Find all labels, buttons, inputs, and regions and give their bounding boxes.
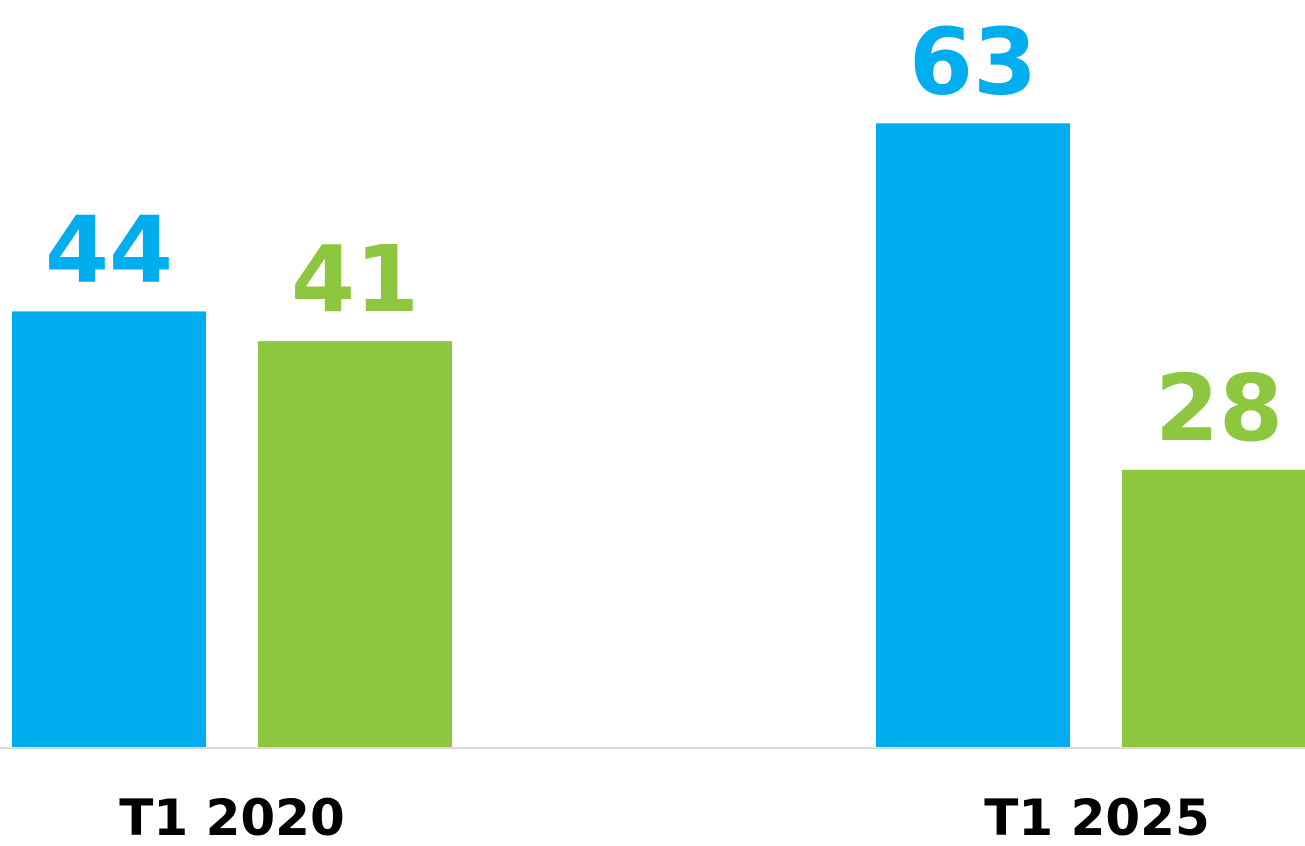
bar-1-2 [258,341,452,747]
bar-2-1 [876,123,1070,748]
bar-2-2 [1122,469,1305,747]
data-label-1-1: 44 [45,196,173,303]
data-label-2-1: 63 [909,8,1037,115]
data-label-1-2: 41 [291,226,419,333]
category-labels-group: T1 2020 T1 2025 [119,789,1209,846]
bars-group [12,123,1305,748]
x-tick-label-2: T1 2025 [984,789,1209,841]
x-tick-label-1: T1 2020 [119,789,344,841]
value-labels-group: 44 41 63 28 [45,8,1283,462]
data-label-2-2: 28 [1155,355,1283,462]
bar-1-1 [12,311,206,747]
